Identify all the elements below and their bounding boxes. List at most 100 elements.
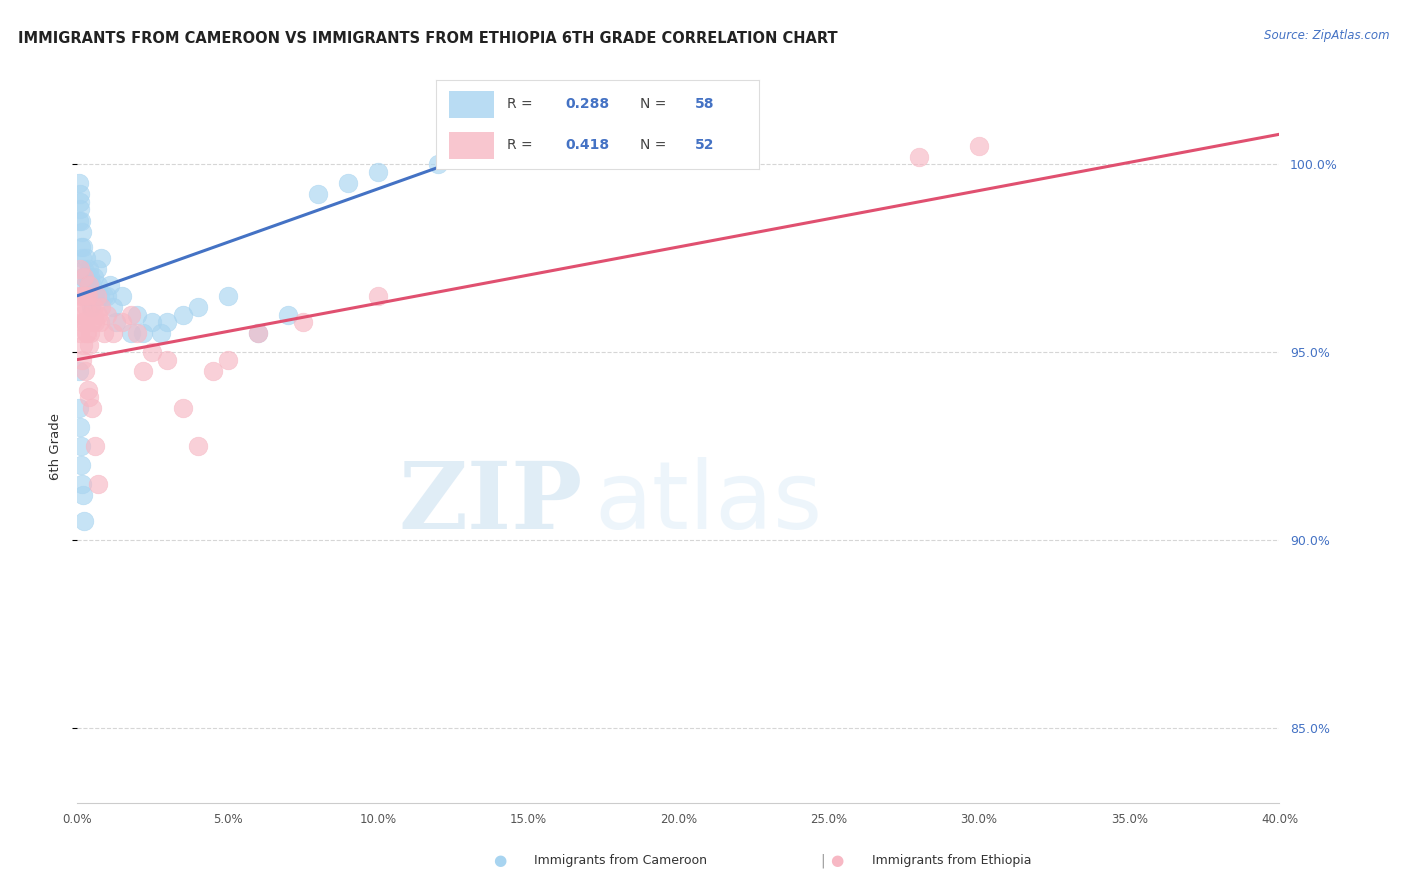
- Point: [82, 401, 104, 416]
- Point: [79, 390, 101, 404]
- Point: [132, 326, 155, 341]
- Point: [100, 277, 122, 292]
- Point: [72, 308, 94, 322]
- Text: Source: ZipAtlas.com: Source: ZipAtlas.com: [1264, 29, 1389, 42]
- Point: [70, 476, 93, 491]
- Text: R =: R =: [508, 138, 537, 153]
- Point: [73, 277, 96, 292]
- Point: [70, 213, 93, 227]
- Point: [336, 176, 359, 190]
- Point: [67, 176, 90, 190]
- Point: [70, 225, 93, 239]
- Text: Immigrants from Ethiopia: Immigrants from Ethiopia: [872, 855, 1031, 867]
- Text: Immigrants from Cameroon: Immigrants from Cameroon: [534, 855, 707, 867]
- Point: [72, 289, 94, 303]
- Point: [291, 315, 314, 329]
- Point: [172, 308, 194, 322]
- Point: [103, 300, 125, 314]
- Point: [96, 289, 118, 303]
- Point: [67, 213, 90, 227]
- Point: [67, 289, 90, 303]
- Point: [246, 326, 269, 341]
- Point: [82, 289, 104, 303]
- Point: [367, 289, 389, 303]
- Text: 0.418: 0.418: [565, 138, 609, 153]
- Point: [75, 326, 97, 341]
- Point: [908, 150, 931, 164]
- Point: [150, 326, 173, 341]
- Point: [69, 202, 91, 217]
- Point: [72, 240, 94, 254]
- Point: [76, 289, 98, 303]
- Point: [72, 488, 94, 502]
- Text: 52: 52: [695, 138, 714, 153]
- FancyBboxPatch shape: [449, 132, 494, 159]
- Point: [70, 240, 93, 254]
- Point: [103, 326, 125, 341]
- Point: [72, 270, 94, 285]
- Point: [75, 289, 97, 303]
- Point: [90, 300, 112, 314]
- Text: R =: R =: [508, 97, 537, 112]
- Point: [70, 251, 93, 265]
- Point: [172, 401, 194, 416]
- Point: [82, 315, 104, 329]
- Point: [105, 315, 128, 329]
- Point: [67, 401, 90, 416]
- Point: [84, 289, 107, 303]
- Point: [246, 326, 269, 341]
- Point: [79, 326, 101, 341]
- Point: [156, 315, 179, 329]
- Point: [80, 308, 103, 322]
- Point: [201, 364, 224, 378]
- Point: [69, 439, 91, 453]
- Point: [75, 300, 97, 314]
- Point: [73, 315, 96, 329]
- Point: [76, 277, 98, 292]
- Point: [187, 439, 209, 453]
- Point: [217, 289, 239, 303]
- Point: [89, 289, 111, 303]
- Point: [80, 300, 103, 314]
- Point: [73, 514, 96, 528]
- Point: [132, 364, 155, 378]
- Point: [93, 289, 115, 303]
- Point: [156, 352, 179, 367]
- Point: [111, 289, 134, 303]
- Point: [84, 439, 107, 453]
- Text: ●: ●: [494, 854, 506, 868]
- Point: [86, 289, 108, 303]
- Point: [367, 165, 389, 179]
- Text: |: |: [820, 854, 825, 868]
- Point: [69, 194, 91, 209]
- FancyBboxPatch shape: [449, 91, 494, 118]
- Point: [187, 300, 209, 314]
- Point: [141, 345, 163, 359]
- Point: [79, 277, 101, 292]
- Point: [86, 262, 108, 277]
- Text: 0.288: 0.288: [565, 97, 609, 112]
- Point: [83, 270, 105, 285]
- Point: [277, 308, 299, 322]
- Point: [127, 308, 149, 322]
- Text: IMMIGRANTS FROM CAMEROON VS IMMIGRANTS FROM ETHIOPIA 6TH GRADE CORRELATION CHART: IMMIGRANTS FROM CAMEROON VS IMMIGRANTS F…: [18, 31, 838, 46]
- Point: [967, 138, 990, 153]
- Point: [70, 289, 93, 303]
- Point: [87, 277, 110, 292]
- Point: [75, 251, 97, 265]
- Point: [120, 308, 142, 322]
- Point: [70, 315, 93, 329]
- Point: [217, 352, 239, 367]
- Text: ZIP: ZIP: [398, 458, 582, 548]
- Point: [73, 262, 96, 277]
- Point: [93, 326, 115, 341]
- Point: [76, 326, 98, 341]
- Point: [79, 270, 101, 285]
- Y-axis label: 6th Grade: 6th Grade: [49, 412, 62, 480]
- Point: [69, 262, 91, 277]
- Point: [96, 308, 118, 322]
- Point: [77, 337, 100, 351]
- Point: [307, 187, 329, 202]
- Point: [87, 308, 110, 322]
- Point: [73, 270, 96, 285]
